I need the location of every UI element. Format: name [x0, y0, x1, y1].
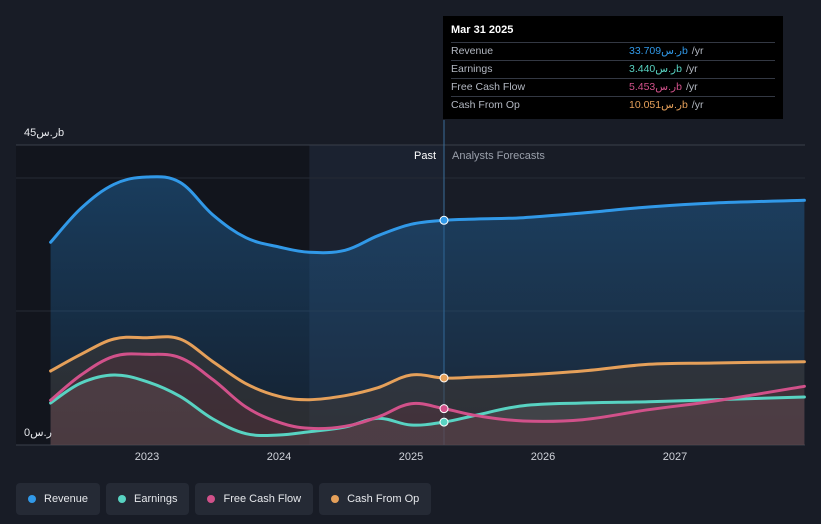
marker-revenue: [439, 215, 449, 225]
line-revenue: [49, 175, 806, 255]
y-tick-label-zero: 0ر.س: [24, 427, 52, 439]
data-tooltip: Mar 31 2025 Revenue 33.709ر.سb /yr Earni…: [443, 16, 783, 119]
tooltip-unit: /yr: [685, 81, 698, 93]
x-tick-label: 2024: [266, 451, 292, 463]
legend-dot: [118, 495, 127, 503]
line-cash-from-op: [49, 335, 806, 402]
legend-label: Revenue: [44, 493, 89, 505]
tooltip-value: 10.051ر.سb: [629, 99, 688, 111]
legend-label: Free Cash Flow: [223, 493, 302, 505]
marker-free-cash-flow: [439, 404, 449, 414]
marker-earnings: [439, 417, 449, 427]
tooltip-unit: /yr: [691, 99, 704, 111]
x-tick-label: 2025: [398, 451, 424, 463]
tooltip-value: 33.709ر.سb: [629, 45, 688, 57]
chart-legend: Revenue Earnings Free Cash Flow Cash Fro…: [16, 483, 432, 515]
tooltip-value: 3.440ر.سb: [629, 63, 682, 75]
legend-dot: [28, 495, 36, 503]
y-tick-label-top: 45ر.سb: [24, 127, 65, 139]
past-label: Past: [413, 150, 436, 162]
x-tick-label: 2026: [530, 451, 556, 463]
tooltip-row-free-cash-flow: Free Cash Flow 5.453ر.سb /yr: [451, 78, 775, 96]
forecast-label: Analysts Forecasts: [452, 150, 545, 162]
marker-cash-from-op: [439, 373, 449, 383]
x-tick-label: 2023: [134, 451, 160, 463]
x-tick-label: 2027: [662, 451, 688, 463]
tooltip-value: 5.453ر.سb: [629, 81, 682, 93]
area-cash-from-op: [50, 336, 805, 445]
legend-label: Cash From Op: [347, 493, 420, 505]
legend-item-earnings[interactable]: Earnings: [106, 483, 190, 515]
legend-item-cash-from-op[interactable]: Cash From Op: [319, 483, 432, 515]
tooltip-label: Cash From Op: [451, 99, 520, 111]
legend-dot: [331, 495, 340, 503]
tooltip-row-cash-from-op: Cash From Op 10.051ر.سb /yr: [451, 96, 775, 114]
line-free-cash-flow: [49, 352, 806, 431]
tooltip-label: Free Cash Flow: [451, 81, 526, 93]
tooltip-unit: /yr: [691, 45, 704, 57]
tooltip-unit: /yr: [685, 63, 698, 75]
tooltip-row-earnings: Earnings 3.440ر.سb /yr: [451, 60, 775, 78]
legend-item-free-cash-flow[interactable]: Free Cash Flow: [195, 483, 314, 515]
legend-label: Earnings: [134, 493, 178, 505]
tooltip-label: Earnings: [451, 63, 493, 75]
tooltip-label: Revenue: [451, 45, 494, 57]
legend-dot: [207, 495, 216, 503]
legend-item-revenue[interactable]: Revenue: [16, 483, 101, 515]
area-free-cash-flow: [50, 353, 805, 445]
tooltip-date: Mar 31 2025: [451, 24, 514, 36]
tooltip-row-revenue: Revenue 33.709ر.سb /yr: [451, 42, 775, 60]
area-earnings: [50, 374, 805, 445]
